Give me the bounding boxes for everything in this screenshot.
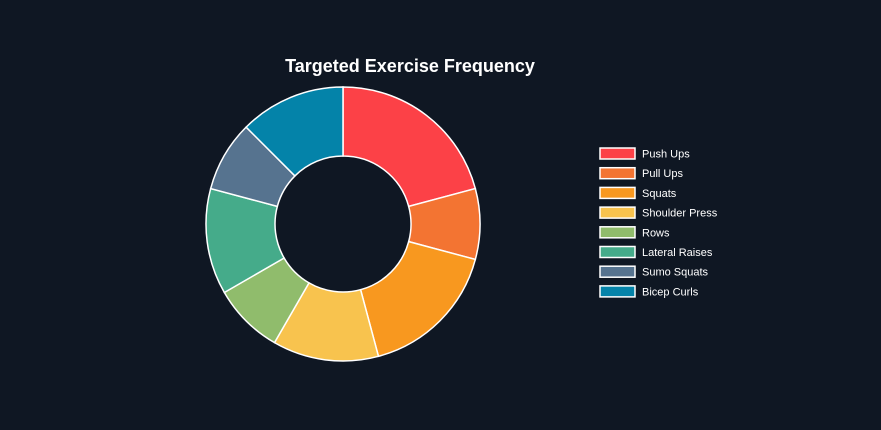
legend-label-shoulder-press: Shoulder Press — [642, 208, 718, 220]
legend-label-squats: Squats — [642, 188, 677, 200]
legend-label-pull-ups: Pull Ups — [642, 168, 683, 180]
legend-item-push-ups[interactable]: Push Ups — [599, 147, 690, 161]
legend-label-bicep-curls: Bicep Curls — [642, 286, 699, 298]
legend-item-rows[interactable]: Rows — [599, 226, 670, 240]
legend-swatch-rows — [599, 226, 636, 239]
legend-label-push-ups: Push Ups — [642, 149, 690, 161]
slice-squats[interactable] — [359, 240, 477, 358]
slice-group — [205, 86, 481, 362]
legend-item-squats[interactable]: Squats — [599, 186, 677, 200]
legend-item-pull-ups[interactable]: Pull Ups — [599, 166, 683, 181]
legend-swatch-pull-ups — [599, 166, 636, 180]
chart-title: Targeted Exercise Frequency — [285, 56, 535, 76]
legend-label-sumo-squats: Sumo Squats — [642, 267, 709, 279]
slice-bicep-curls[interactable] — [245, 86, 344, 177]
legend-swatch-shoulder-press — [599, 206, 636, 219]
legend-label-rows: Rows — [642, 227, 670, 239]
legend-item-sumo-squats[interactable]: Sumo Squats — [599, 265, 709, 279]
legend: Push Ups Pull Ups Squats Shoulder Press Rows… — [599, 147, 718, 299]
legend-label-lateral-raises: Lateral Raises — [642, 247, 713, 259]
legend-swatch-bicep-curls — [599, 285, 636, 298]
legend-swatch-squats — [599, 186, 636, 200]
legend-swatch-lateral-raises — [599, 245, 636, 259]
legend-item-bicep-curls[interactable]: Bicep Curls — [599, 285, 699, 299]
legend-swatch-push-ups — [599, 147, 636, 160]
legend-swatch-sumo-squats — [599, 265, 636, 278]
slice-push-ups[interactable] — [342, 86, 477, 208]
legend-item-lateral-raises[interactable]: Lateral Raises — [599, 245, 713, 260]
legend-item-shoulder-press[interactable]: Shoulder Press — [599, 206, 718, 220]
